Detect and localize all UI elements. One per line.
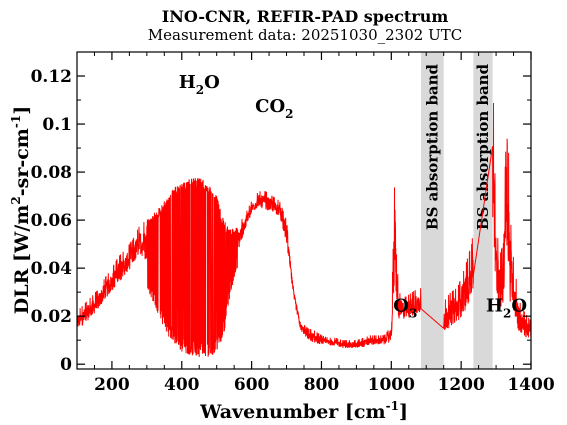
- x-tick-label: 600: [234, 375, 270, 395]
- molecule-annotations: H2O CO2 O3 H2O: [179, 72, 527, 320]
- absorption-band-1: [420, 52, 444, 369]
- molecule-label: H2O: [486, 295, 527, 320]
- x-tick-label: 1400: [507, 375, 554, 395]
- x-tick-label: 1000: [368, 375, 415, 395]
- y-tick-label: 0: [60, 355, 72, 375]
- plot-frame: [76, 51, 532, 370]
- y-tick-label: 0.1: [42, 115, 72, 135]
- molecule-label: H2O: [179, 72, 220, 97]
- x-tick-label: 200: [94, 375, 130, 395]
- band-label-2: BS absorption band: [474, 63, 492, 230]
- y-axis-label: DLR [W/m2-sr-cm-1]: [9, 106, 33, 314]
- x-tick-label: 400: [164, 375, 200, 395]
- x-tick-label: 800: [304, 375, 340, 395]
- chart-subtitle: Measurement data: 20251030_2302 UTC: [148, 26, 462, 44]
- band-label-1: BS absorption band: [423, 63, 441, 230]
- x-axis-ticks: 200 400 600 800 1000 1200 1400: [76, 52, 555, 395]
- x-tick-label: 1200: [437, 375, 484, 395]
- dlr-spectrum-line: [77, 102, 531, 358]
- x-axis-label: Wavenumber [cm-1]: [199, 399, 408, 423]
- y-axis-ticks: 0 0.02 0.04 0.06 0.08 0.1 0.12: [31, 67, 531, 375]
- y-tick-label: 0.08: [31, 163, 72, 183]
- y-tick-label: 0.12: [31, 67, 72, 87]
- molecule-label: CO2: [255, 96, 293, 121]
- chart-title: INO-CNR, REFIR-PAD spectrum: [162, 7, 449, 26]
- y-tick-label: 0.04: [31, 259, 73, 279]
- y-tick-label: 0.02: [31, 307, 72, 327]
- y-tick-label: 0.06: [31, 211, 72, 231]
- absorption-bands: BS absorption band BS absorption band: [420, 52, 493, 369]
- molecule-label: O3: [393, 295, 417, 320]
